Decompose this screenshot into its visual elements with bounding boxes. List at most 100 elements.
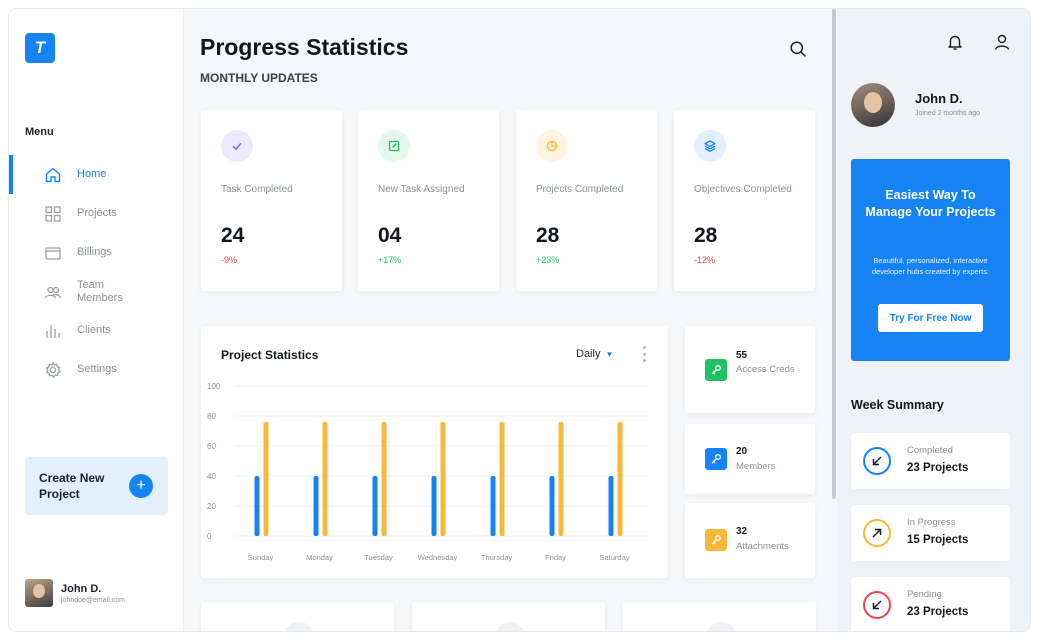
bar-series-1 — [549, 476, 555, 536]
mini-stat-value: 55 — [736, 350, 748, 361]
mini-stat-label: Members — [736, 461, 776, 472]
promo-text: Beautiful, personalized, interactive dev… — [871, 256, 990, 276]
create-project-card[interactable]: Create New Project + — [25, 457, 168, 515]
search-button[interactable] — [787, 38, 809, 60]
avatar — [851, 83, 895, 127]
mini-stat-access-creds: 55 Access Creds — [685, 326, 815, 413]
add-project-button[interactable]: + — [129, 474, 153, 498]
x-tick-label: Thursday — [481, 553, 513, 562]
mini-stat-value: 32 — [736, 526, 748, 537]
sidebar-item-settings[interactable]: Settings — [9, 350, 184, 389]
page-title: Progress Statistics — [200, 34, 409, 60]
caret-down-icon: ▼ — [605, 349, 614, 359]
key-icon — [705, 529, 727, 551]
bar-chart-icon — [44, 322, 62, 340]
sidebar-item-clients[interactable]: Clients — [9, 311, 184, 350]
create-project-label: Create New Project — [39, 471, 105, 501]
stat-delta: +23% — [536, 255, 560, 265]
home-icon — [44, 166, 62, 184]
week-summary-label: Pending — [907, 589, 942, 600]
x-tick-label: Monday — [306, 553, 333, 562]
promo-title: Easiest Way To Manage Your Projects — [865, 188, 996, 219]
bar-series-2 — [499, 422, 505, 536]
sidebar-item-billings[interactable]: Billings — [9, 233, 184, 272]
key-icon — [705, 448, 727, 470]
stat-delta: -9% — [221, 255, 238, 265]
mini-stat-label: Attachments — [736, 541, 789, 552]
main-scrollbar-thumb[interactable] — [832, 9, 836, 499]
week-summary-pending: Pending 23 Projects — [851, 577, 1010, 631]
week-summary-value: 15 Projects — [907, 534, 969, 546]
user-email: johndoe@email.com — [61, 596, 125, 604]
y-tick-label: 0 — [207, 532, 212, 541]
stat-card-task-completed: Task Completed 24 -9% — [201, 110, 342, 291]
key-icon — [705, 359, 727, 381]
bell-icon — [948, 35, 962, 50]
bar-series-1 — [431, 476, 437, 536]
bar-series-2 — [381, 422, 387, 536]
arrow-down-left-icon — [863, 591, 891, 619]
y-tick-label: 20 — [207, 502, 216, 511]
more-options-button[interactable] — [639, 346, 649, 362]
promo-card: Easiest Way To Manage Your Projects Beau… — [851, 159, 1010, 361]
sidebar-item-team-members[interactable]: Team Members — [9, 272, 184, 311]
try-for-free-button[interactable]: Try For Free Now — [878, 304, 983, 332]
project-statistics-card: Project Statistics Daily ▼ 100 80 60 40 20 0 S… — [201, 326, 668, 578]
sidebar-item-label: Projects — [77, 207, 117, 219]
sidebar-item-label: Billings — [77, 246, 112, 258]
stat-label: New Task Assigned — [378, 184, 465, 195]
sidebar-item-label: Clients — [77, 324, 111, 336]
x-tick-label: Tuesday — [364, 553, 393, 562]
bar-series-2 — [617, 422, 623, 536]
check-icon — [221, 130, 253, 162]
y-tick-label: 40 — [207, 472, 216, 481]
stat-value: 28 — [536, 224, 560, 247]
right-panel: John D. Joined 2 months ago Easiest Way … — [837, 9, 1030, 631]
mini-stat-value: 20 — [736, 446, 748, 457]
sidebar-item-label: Team Members — [77, 278, 123, 304]
team-icon — [44, 283, 62, 301]
period-dropdown[interactable]: Daily ▼ — [576, 348, 613, 360]
period-value: Daily — [576, 348, 601, 360]
y-tick-label: 80 — [207, 412, 216, 421]
app-logo[interactable]: T — [25, 33, 55, 63]
bar-series-2 — [558, 422, 564, 536]
stat-value: 24 — [221, 224, 245, 247]
week-summary-completed: Completed 23 Projects — [851, 433, 1010, 489]
edit-icon — [378, 130, 410, 162]
chart-title: Project Statistics — [221, 348, 319, 362]
main-content: Progress Statistics MONTHLY UPDATES Task… — [185, 9, 831, 631]
sidebar-item-projects[interactable]: Projects — [9, 194, 184, 233]
user-name: John D. — [61, 582, 102, 595]
sidebar-user[interactable]: John D. johndoe@email.com — [25, 579, 125, 607]
y-tick-label: 100 — [207, 382, 221, 391]
mini-stat-attachments: 32 Attachments — [685, 503, 815, 578]
sidebar-item-home[interactable]: Home — [9, 155, 184, 194]
mini-stat-members: 20 Members — [685, 424, 815, 494]
bar-series-1 — [372, 476, 378, 536]
bar-series-1 — [608, 476, 614, 536]
grid-icon — [44, 205, 62, 223]
avatar — [25, 579, 53, 607]
sidebar-nav: Home Projects Billings Team Members — [9, 155, 184, 389]
profile-button[interactable] — [992, 32, 1012, 52]
stat-card-new-task-assigned: New Task Assigned 04 +17% — [358, 110, 499, 291]
bar-series-2 — [322, 422, 328, 536]
arrow-up-right-icon — [863, 519, 891, 547]
project-statistics-chart: 100 80 60 40 20 0 Sunday Monday Tuesday Wednesday… — [207, 382, 648, 562]
notifications-button[interactable] — [945, 32, 965, 52]
bar-series-1 — [490, 476, 496, 536]
profile-name: John D. — [915, 91, 963, 106]
stat-value: 04 — [378, 224, 402, 247]
dot-icon — [642, 352, 646, 356]
dot-icon — [642, 359, 646, 362]
bar-series-1 — [313, 476, 319, 536]
week-summary-value: 23 Projects — [907, 606, 969, 618]
sidebar: T Menu Home Projects Billings — [9, 9, 184, 631]
bottom-card — [623, 602, 816, 631]
bottom-card — [201, 602, 394, 631]
stat-label: Objectives Completed — [694, 184, 792, 195]
stat-card-projects-completed: Projects Completed 28 +23% — [516, 110, 657, 291]
menu-title: Menu — [25, 126, 54, 138]
stat-card-objectives-completed: Objectives Completed 28 -12% — [674, 110, 815, 291]
